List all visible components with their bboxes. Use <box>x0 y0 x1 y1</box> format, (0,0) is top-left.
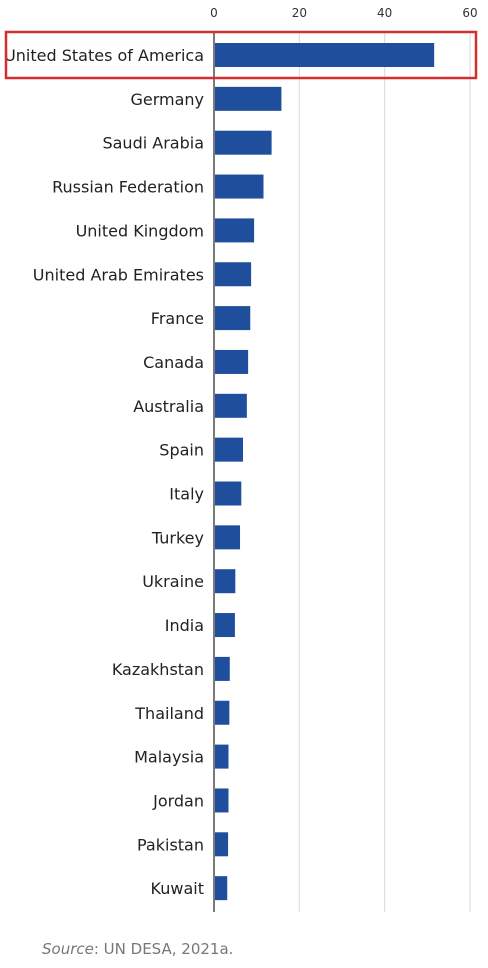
bar-united-kingdom <box>215 218 255 243</box>
category-labels: United States of America Germany Saudi Ara… <box>4 46 204 898</box>
bar-germany <box>215 86 282 111</box>
bar-united-states-of-america <box>215 43 435 67</box>
category-label-germany: Germany <box>130 90 204 109</box>
bar-united-arab-emirates <box>215 262 252 287</box>
highlight-box <box>4 30 478 80</box>
bar-thailand <box>215 700 230 725</box>
category-label-jordan: Jordan <box>152 791 204 810</box>
category-label-ukraine: Ukraine <box>142 572 204 591</box>
category-label-kuwait: Kuwait <box>151 879 204 898</box>
bar-jordan <box>215 788 229 813</box>
bar-australia <box>215 393 247 418</box>
bar-kuwait <box>215 876 228 901</box>
category-label-turkey: Turkey <box>151 528 204 547</box>
tick-label-40: 40 <box>377 6 392 20</box>
bar-saudi-arabia <box>215 130 272 155</box>
category-label-pakistan: Pakistan <box>137 835 204 854</box>
category-label-italy: Italy <box>169 485 204 504</box>
category-label-malaysia: Malaysia <box>134 748 204 767</box>
bar-kazakhstan <box>215 656 230 681</box>
category-label-saudi-arabia: Saudi Arabia <box>102 134 204 153</box>
category-label-thailand: Thailand <box>134 704 204 723</box>
gridlines <box>298 31 471 912</box>
bar-spain <box>215 437 244 462</box>
bar-india <box>215 613 235 638</box>
category-label-france: France <box>151 309 204 328</box>
category-label-united-arab-emirates: United Arab Emirates <box>33 265 204 284</box>
category-label-united-states-of-america: United States of America <box>4 46 204 65</box>
category-label-spain: Spain <box>159 441 204 460</box>
bar-russian-federation <box>215 174 264 199</box>
category-label-russian-federation: Russian Federation <box>52 178 204 197</box>
bar-turkey <box>215 525 241 550</box>
bar-ukraine <box>215 569 236 594</box>
bar-pakistan <box>215 832 229 857</box>
category-label-kazakhstan: Kazakhstan <box>112 660 204 679</box>
category-label-united-kingdom: United Kingdom <box>76 221 204 240</box>
bar-italy <box>215 481 242 506</box>
bar-canada <box>215 349 249 374</box>
bar-malaysia <box>215 744 229 769</box>
tick-label-20: 20 <box>292 6 307 20</box>
tick-label-0: 0 <box>210 6 218 20</box>
source-prefix: Source <box>42 940 94 958</box>
tick-label-60: 60 <box>462 6 477 20</box>
bars <box>215 43 435 901</box>
x-axis-ticks: 0 20 40 60 <box>210 6 477 20</box>
category-label-australia: Australia <box>133 397 204 416</box>
source-text: : UN DESA, 2021a. <box>93 940 234 958</box>
category-label-india: India <box>165 616 204 635</box>
category-label-canada: Canada <box>143 353 204 372</box>
source-note: Source: UN DESA, 2021a. <box>42 940 233 958</box>
bar-france <box>215 306 251 331</box>
